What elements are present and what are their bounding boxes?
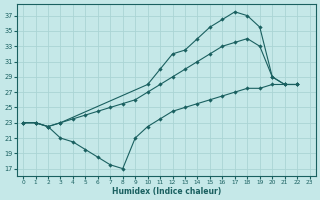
X-axis label: Humidex (Indice chaleur): Humidex (Indice chaleur) (112, 187, 221, 196)
